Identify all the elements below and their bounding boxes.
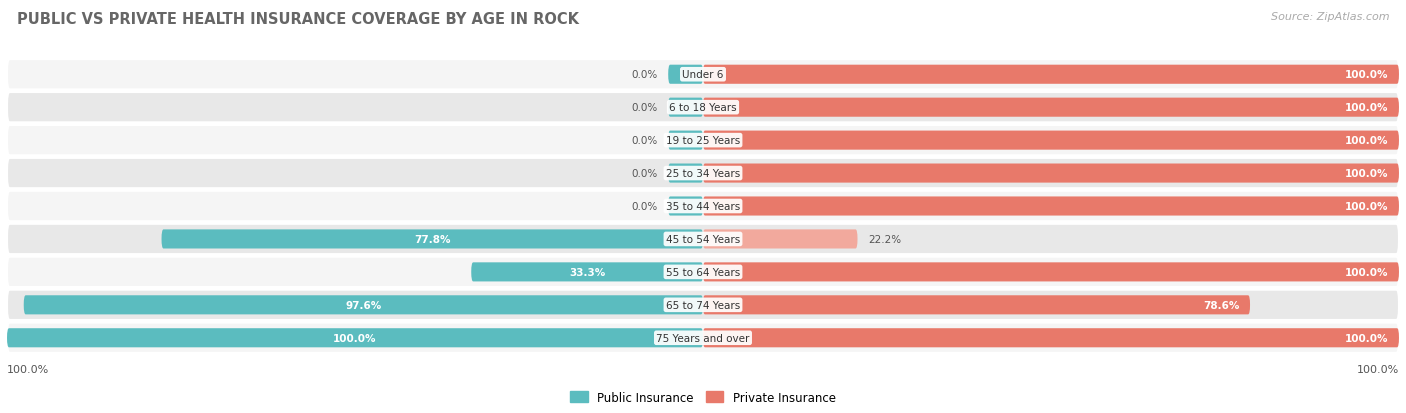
Text: 75 Years and over: 75 Years and over xyxy=(657,333,749,343)
Text: 0.0%: 0.0% xyxy=(631,169,658,179)
FancyBboxPatch shape xyxy=(668,131,703,150)
FancyBboxPatch shape xyxy=(7,224,1399,254)
FancyBboxPatch shape xyxy=(703,131,1399,150)
FancyBboxPatch shape xyxy=(668,98,703,117)
Text: 19 to 25 Years: 19 to 25 Years xyxy=(666,136,740,146)
FancyBboxPatch shape xyxy=(7,328,703,347)
Text: Source: ZipAtlas.com: Source: ZipAtlas.com xyxy=(1271,12,1389,22)
Text: PUBLIC VS PRIVATE HEALTH INSURANCE COVERAGE BY AGE IN ROCK: PUBLIC VS PRIVATE HEALTH INSURANCE COVER… xyxy=(17,12,579,27)
Legend: Public Insurance, Private Insurance: Public Insurance, Private Insurance xyxy=(565,386,841,408)
Text: 100.0%: 100.0% xyxy=(1346,267,1389,277)
Text: 0.0%: 0.0% xyxy=(631,70,658,80)
Text: 100.0%: 100.0% xyxy=(1346,202,1389,211)
Text: 33.3%: 33.3% xyxy=(569,267,605,277)
FancyBboxPatch shape xyxy=(7,60,1399,90)
FancyBboxPatch shape xyxy=(703,296,1250,315)
FancyBboxPatch shape xyxy=(703,66,1399,85)
FancyBboxPatch shape xyxy=(471,263,703,282)
Text: 22.2%: 22.2% xyxy=(868,234,901,244)
Text: 100.0%: 100.0% xyxy=(1346,169,1389,179)
FancyBboxPatch shape xyxy=(7,93,1399,123)
Text: 100.0%: 100.0% xyxy=(1346,103,1389,113)
FancyBboxPatch shape xyxy=(7,159,1399,189)
Text: 100.0%: 100.0% xyxy=(1346,333,1389,343)
Text: 45 to 54 Years: 45 to 54 Years xyxy=(666,234,740,244)
FancyBboxPatch shape xyxy=(162,230,703,249)
FancyBboxPatch shape xyxy=(703,98,1399,117)
Text: 100.0%: 100.0% xyxy=(1346,136,1389,146)
FancyBboxPatch shape xyxy=(7,126,1399,156)
Text: Under 6: Under 6 xyxy=(682,70,724,80)
Text: 65 to 74 Years: 65 to 74 Years xyxy=(666,300,740,310)
Text: 55 to 64 Years: 55 to 64 Years xyxy=(666,267,740,277)
Text: 100.0%: 100.0% xyxy=(333,333,377,343)
Text: 78.6%: 78.6% xyxy=(1204,300,1240,310)
FancyBboxPatch shape xyxy=(703,230,858,249)
FancyBboxPatch shape xyxy=(668,66,703,85)
Text: 0.0%: 0.0% xyxy=(631,103,658,113)
FancyBboxPatch shape xyxy=(7,257,1399,287)
FancyBboxPatch shape xyxy=(703,328,1399,347)
FancyBboxPatch shape xyxy=(703,164,1399,183)
Text: 100.0%: 100.0% xyxy=(1357,364,1399,374)
FancyBboxPatch shape xyxy=(668,164,703,183)
Text: 100.0%: 100.0% xyxy=(1346,70,1389,80)
Text: 97.6%: 97.6% xyxy=(346,300,381,310)
Text: 25 to 34 Years: 25 to 34 Years xyxy=(666,169,740,179)
FancyBboxPatch shape xyxy=(668,197,703,216)
Text: 0.0%: 0.0% xyxy=(631,136,658,146)
FancyBboxPatch shape xyxy=(7,290,1399,320)
FancyBboxPatch shape xyxy=(7,191,1399,222)
FancyBboxPatch shape xyxy=(7,323,1399,353)
Text: 77.8%: 77.8% xyxy=(413,234,450,244)
FancyBboxPatch shape xyxy=(703,197,1399,216)
Text: 100.0%: 100.0% xyxy=(7,364,49,374)
FancyBboxPatch shape xyxy=(703,263,1399,282)
FancyBboxPatch shape xyxy=(24,296,703,315)
Text: 6 to 18 Years: 6 to 18 Years xyxy=(669,103,737,113)
Text: 0.0%: 0.0% xyxy=(631,202,658,211)
Text: 35 to 44 Years: 35 to 44 Years xyxy=(666,202,740,211)
